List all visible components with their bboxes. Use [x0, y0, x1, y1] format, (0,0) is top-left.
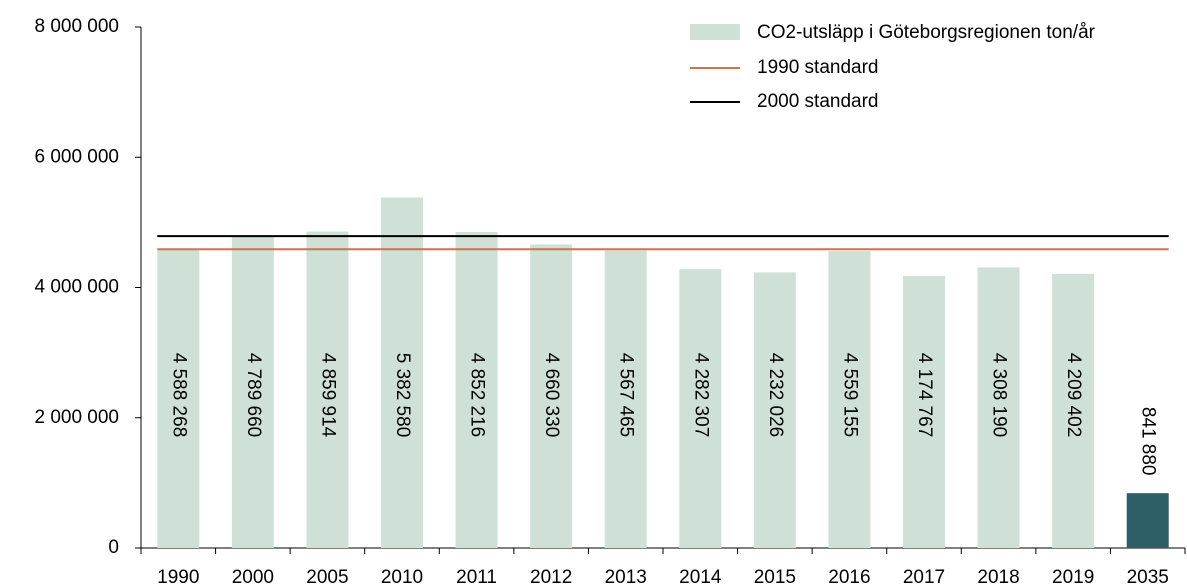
- y-tick-label: 0: [108, 537, 119, 558]
- legend-label: CO2-utsläpp i Göteborgsregionen ton/år: [757, 22, 1096, 43]
- x-tick-label: 2016: [828, 567, 870, 587]
- x-tick-label: 2000: [232, 567, 274, 587]
- value-label: 841 880: [1138, 407, 1159, 476]
- y-tick-label: 4 000 000: [34, 277, 119, 298]
- x-tick-label: 1990: [157, 567, 199, 587]
- x-tick-label: 2013: [605, 567, 647, 587]
- x-tick-label: 2017: [903, 567, 945, 587]
- bar: [306, 231, 349, 548]
- legend-label: 1990 standard: [757, 57, 879, 78]
- x-tick-label: 2018: [977, 567, 1019, 587]
- value-label: 4 859 914: [317, 353, 338, 438]
- value-label: 5 382 580: [392, 353, 413, 438]
- bar: [1052, 273, 1095, 548]
- bar: [157, 249, 200, 549]
- y-tick-label: 6 000 000: [34, 146, 119, 167]
- bar: [455, 231, 498, 548]
- x-tick-label: 2035: [1127, 567, 1169, 587]
- y-tick-label: 2 000 000: [34, 407, 119, 428]
- value-label: 4 232 026: [765, 353, 786, 438]
- x-tick-label: 2019: [1052, 567, 1094, 587]
- bar: [1126, 493, 1169, 548]
- value-label: 4 789 660: [243, 353, 264, 438]
- bar: [753, 272, 796, 548]
- bar: [903, 276, 945, 548]
- bar: [679, 269, 722, 548]
- value-label: 4 174 767: [914, 353, 935, 438]
- x-tick-label: 2011: [456, 567, 497, 587]
- value-label: 4 308 190: [989, 353, 1010, 438]
- bar: [381, 197, 423, 548]
- value-label: 4 852 216: [467, 353, 488, 438]
- value-label: 4 567 465: [616, 353, 637, 438]
- legend-label: 2000 standard: [757, 91, 879, 112]
- bar: [828, 251, 871, 549]
- value-label: 4 559 155: [839, 353, 860, 438]
- value-label: 4 209 402: [1063, 353, 1084, 438]
- x-tick-label: 2015: [754, 567, 796, 587]
- legend-swatch: [690, 24, 740, 40]
- x-tick-label: 2012: [530, 567, 572, 587]
- value-label: 4 282 307: [690, 353, 711, 438]
- x-tick-label: 2010: [381, 567, 423, 587]
- bar: [604, 250, 647, 549]
- y-tick-label: 8 000 000: [34, 16, 119, 37]
- bar: [231, 236, 274, 548]
- x-tick-label: 2014: [679, 567, 722, 587]
- value-label: 4 660 330: [541, 353, 562, 438]
- bar: [530, 244, 573, 548]
- bar: [977, 267, 1020, 548]
- x-tick-label: 2005: [306, 567, 348, 587]
- value-label: 4 588 268: [168, 353, 189, 438]
